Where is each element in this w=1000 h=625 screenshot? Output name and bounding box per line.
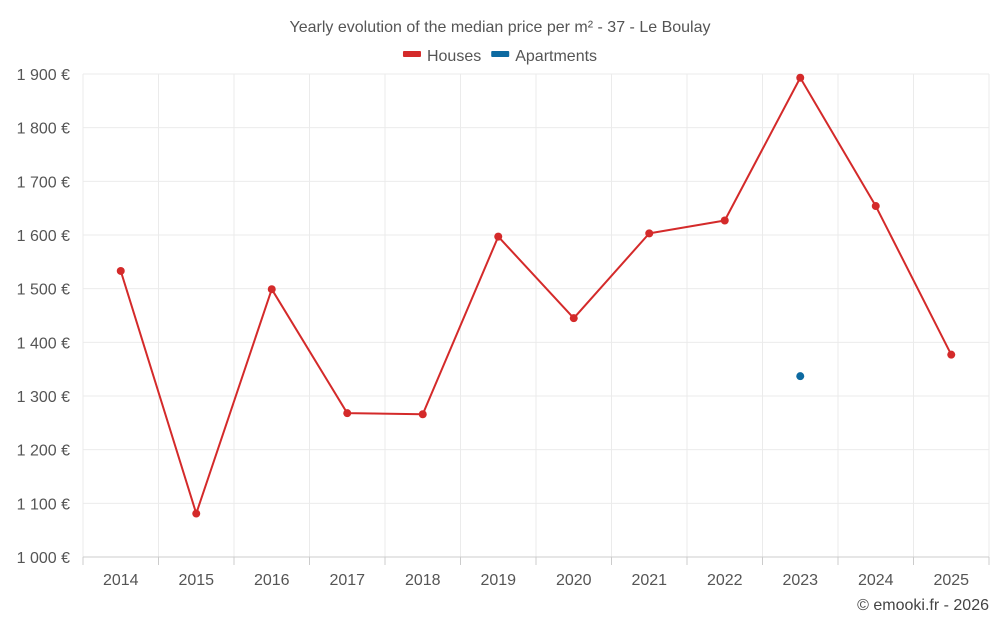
legend-swatch-houses <box>402 51 421 57</box>
credit-text: © emooki.fr - 2026 <box>857 597 989 614</box>
data-point-houses[interactable] <box>494 232 503 241</box>
x-tick-label: 2024 <box>858 572 894 589</box>
x-tick-label: 2019 <box>480 572 516 589</box>
x-tick-label: 2014 <box>103 572 139 589</box>
y-tick-label: 1 100 € <box>17 496 70 513</box>
data-point-houses[interactable] <box>645 229 654 238</box>
x-tick-label: 2017 <box>329 572 365 589</box>
x-tick-label: 2016 <box>254 572 290 589</box>
data-point-houses[interactable] <box>116 266 125 275</box>
x-axis: 2014 2015 2016 2017 2018 2019 2020 2021 2022 2023… <box>103 572 969 589</box>
y-tick-label: 1 800 € <box>17 121 70 138</box>
y-axis: 1 000 € 1 100 € 1 200 € 1 300 € 1 400 € 1 500… <box>17 67 70 567</box>
x-tick-label: 2018 <box>405 572 441 589</box>
legend-label-apartments: Apartments <box>515 48 597 65</box>
x-tick-label: 2021 <box>631 572 667 589</box>
series-line-houses <box>119 76 953 515</box>
legend-swatch-apartments <box>491 51 510 57</box>
series-apartments <box>796 372 805 381</box>
data-point-houses[interactable] <box>569 314 578 323</box>
x-tick-label: 2015 <box>178 572 214 589</box>
legend-item-houses[interactable]: Houses <box>402 48 481 65</box>
data-point-houses[interactable] <box>720 216 729 225</box>
y-tick-label: 1 300 € <box>17 389 70 406</box>
data-point-apartments[interactable] <box>796 372 805 381</box>
y-tick-label: 1 600 € <box>17 228 70 245</box>
data-point-houses[interactable] <box>267 285 276 294</box>
y-tick-label: 1 700 € <box>17 174 70 191</box>
data-point-houses[interactable] <box>418 410 427 419</box>
y-tick-label: 1 000 € <box>17 550 70 567</box>
data-point-houses[interactable] <box>192 509 201 518</box>
y-tick-label: 1 900 € <box>17 67 70 84</box>
x-tick-label: 2022 <box>707 572 743 589</box>
x-tick-label: 2023 <box>782 572 818 589</box>
legend: Houses Apartments <box>402 48 597 65</box>
legend-item-apartments[interactable]: Apartments <box>491 48 597 65</box>
x-tick-label: 2025 <box>933 572 969 589</box>
series-layer <box>116 73 956 518</box>
data-point-houses[interactable] <box>947 350 956 359</box>
data-point-houses[interactable] <box>796 73 805 82</box>
y-tick-label: 1 200 € <box>17 443 70 460</box>
x-tick-label: 2020 <box>556 572 592 589</box>
series-houses <box>116 73 956 518</box>
grid <box>82 73 990 565</box>
chart-title: Yearly evolution of the median price per… <box>290 19 711 36</box>
y-tick-label: 1 500 € <box>17 282 70 299</box>
data-point-houses[interactable] <box>343 409 352 418</box>
legend-label-houses: Houses <box>427 48 481 65</box>
y-tick-label: 1 400 € <box>17 335 70 352</box>
data-point-houses[interactable] <box>871 202 880 211</box>
